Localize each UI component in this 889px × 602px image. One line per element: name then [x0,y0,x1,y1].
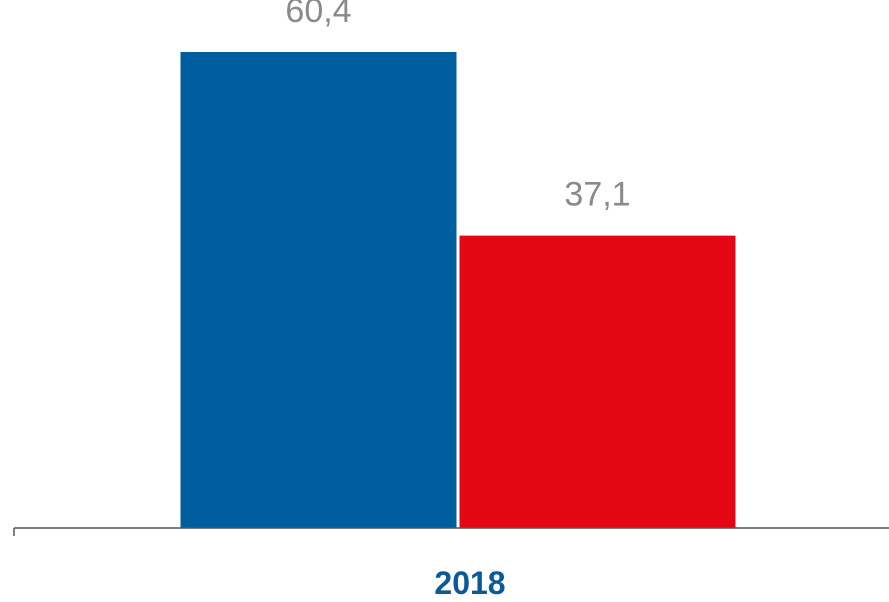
bars-group [180,52,736,529]
value-labels-group: 60,4 37,1 [285,0,630,214]
bar-series-1 [180,52,457,529]
value-label-series-1: 60,4 [285,0,351,30]
bar-series-2 [459,235,736,528]
category-label-2018: 2018 [434,565,505,601]
value-label-series-2: 37,1 [564,176,630,214]
